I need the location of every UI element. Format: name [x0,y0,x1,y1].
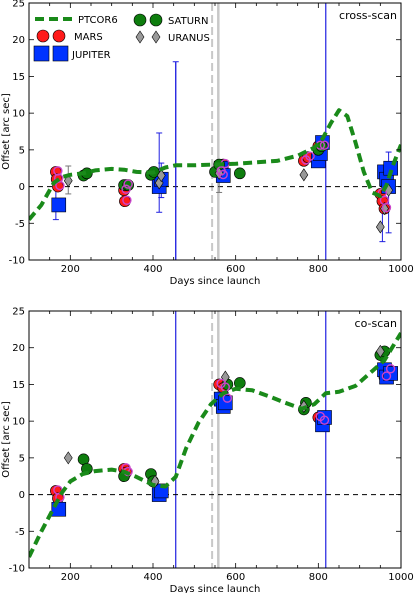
panel-title: cross-scan [339,9,397,22]
y-tick-label: 0 [19,182,25,193]
uranus-point [375,344,385,358]
y-tick-label: 20 [12,343,25,354]
mars-overlay-ring [218,169,228,180]
mars-overlay-ring [123,179,133,189]
y-tick-label: 10 [12,417,25,428]
y-axis-label: Offset [arc sec] [1,401,12,478]
uranus-point [156,169,166,183]
legend-jupiter-label: JUPITER [71,50,111,61]
legend-saturn-label: SATURN [168,16,208,27]
uranus-point [63,451,73,465]
x-tick-label: 1000 [388,572,413,583]
legend-mars-label: MARS [74,32,103,43]
y-tick-label: 5 [19,453,25,464]
ptcor6-curve [29,108,401,221]
legend-uranus-marker [135,30,145,44]
y-tick-label: 25 [12,307,25,318]
co-scan-panel: 200 400 600 800 1000 -10 -5 0 5 10 15 20 25 Days sinc… [1,307,414,593]
mars-overlay-ring [122,195,132,205]
y-tick-label: -5 [15,219,25,230]
y-tick-label: 10 [12,109,25,120]
mars-overlay-ring [385,364,396,374]
x-axis-label: Days since launch [170,276,261,287]
plot-frame [28,310,402,569]
y-tick-label: -5 [15,527,25,538]
x-tick-label: 400 [143,264,162,275]
ptcor6-curve [29,331,401,558]
y-tick-label: 25 [12,0,25,10]
y-tick-label: 0 [19,490,25,501]
legend-saturn-marker [133,13,147,27]
x-tick-label: 200 [61,572,80,583]
mars-overlay-ring [319,415,330,425]
y-tick-label: 5 [19,145,25,156]
cross-scan-panel: 200 400 600 800 1000 -10 -5 0 5 10 15 20 25 Days sinc… [1,0,414,287]
legend-mars-marker [52,29,66,43]
mars-overlay-ring [121,184,131,194]
x-tick-label: 600 [226,264,245,275]
panel-title: co-scan [355,317,397,330]
mars-overlay-ring [381,371,392,381]
legend-uranus-marker [151,30,161,44]
saturn-point [234,167,246,180]
legend-ptcor6-label: PTCOR6 [78,15,118,26]
plot-area [29,3,401,260]
x-tick-label: 600 [226,572,245,583]
y-tick-label: 15 [12,72,25,83]
y-tick-label: 20 [12,35,25,46]
mars-overlay-ring [319,140,330,150]
x-tick-label: 200 [61,264,80,275]
mars-overlay-ring [222,393,233,403]
legend-saturn-marker [149,13,163,27]
jupiter-point [51,197,67,213]
mars-overlay-ring [55,180,65,191]
mars-overlay-ring [381,202,392,213]
jupiter-point [218,395,233,411]
y-tick-label: -10 [9,256,25,267]
x-axis-label: Days since launch [170,584,261,593]
legend-uranus-label: URANUS [168,33,210,44]
legend: PTCOR6 MARS JUPITER SATURN URANUS [33,13,210,62]
legend-jupiter-marker [33,45,50,62]
y-axis-label: Offset [arc sec] [1,93,12,170]
y-tick-label: 15 [12,380,25,391]
x-tick-label: 800 [309,572,328,583]
saturn-point [234,377,246,389]
mars-overlay-ring [305,151,315,161]
x-tick-label: 800 [309,264,328,275]
uranus-point [375,220,385,234]
uranus-point [299,168,309,182]
plot-area [29,311,401,568]
y-tick-label: -10 [9,564,25,575]
legend-mars-marker [36,29,50,43]
x-tick-label: 1000 [388,264,413,275]
x-tick-label: 400 [143,572,162,583]
legend-jupiter-marker [52,45,69,62]
